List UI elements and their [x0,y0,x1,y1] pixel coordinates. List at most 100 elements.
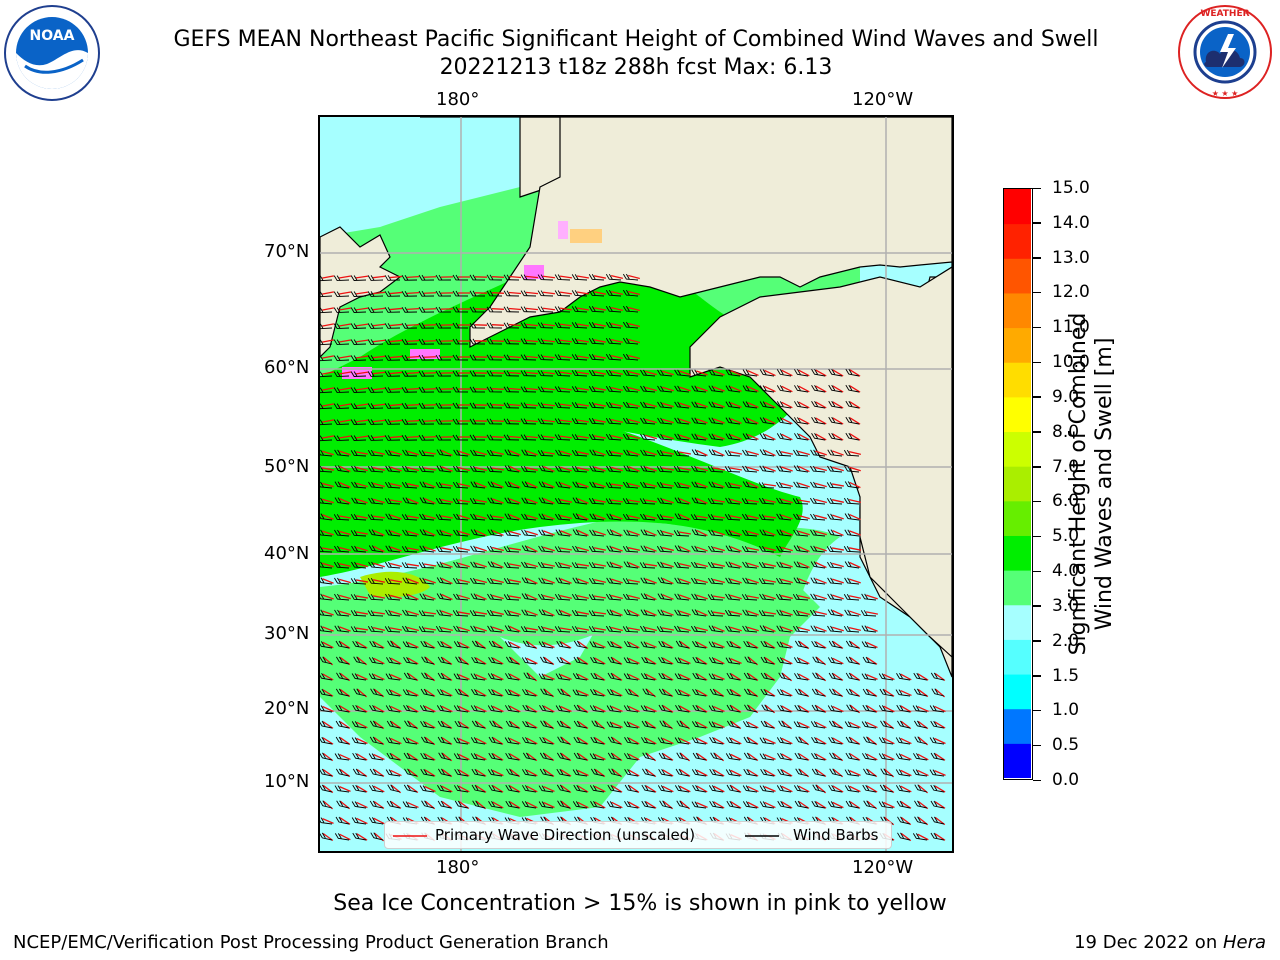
wind-barb [367,355,384,361]
wind-barb [505,656,520,665]
wind-barb [828,784,843,793]
wave-direction-arrow [406,387,420,391]
wave-direction-arrow [407,466,419,472]
wave-direction-arrow [338,307,352,311]
wave-direction-arrow [661,515,675,519]
wind-barb [605,401,622,409]
wave-direction-arrow [577,690,589,696]
wind-barb [776,577,792,585]
wind-barb [742,609,758,617]
wave-direction-arrow [781,369,793,377]
wave-direction-arrow [526,737,538,745]
wave-direction-arrow [696,562,708,568]
wind-barb [674,417,690,425]
wave-direction-arrow [593,339,607,343]
wave-direction-arrow [849,770,861,776]
wave-direction-arrow [763,579,777,583]
wind-barb [403,705,418,713]
wind-barb [472,800,486,809]
wind-barb [320,832,333,841]
wind-barb [488,752,503,761]
wind-barb [487,673,503,681]
wave-direction-arrow [849,466,861,472]
wind-barb [743,752,758,761]
wind-barb [776,433,792,441]
wave-direction-arrow [661,467,675,471]
wind-barb [878,673,894,681]
wave-direction-arrow [406,403,420,407]
wave-direction-arrow [373,467,385,471]
wave-direction-arrow [645,673,657,681]
wind-barb [486,434,503,441]
wave-direction-arrow [763,611,777,615]
wave-direction-arrow [798,657,810,665]
wave-direction-arrow [713,785,725,793]
wind-barb [352,640,367,649]
wind-barb [520,290,537,297]
wind-barb [606,577,622,585]
wind-barb [691,801,707,809]
wind-barb [827,593,843,601]
wind-barb [452,306,469,313]
wind-barb [708,545,724,553]
wind-barb [469,418,486,425]
wave-direction-arrow [373,627,385,631]
wind-barb [350,610,367,617]
wave-direction-arrow [849,498,861,504]
wind-barb [367,449,384,457]
wind-barb [622,545,639,553]
wind-barb [320,307,333,314]
wave-direction-arrow [321,387,335,391]
wave-direction-arrow [424,689,436,697]
wave-direction-arrow [815,594,827,600]
wind-barb [320,419,333,426]
wave-direction-arrow [526,769,538,777]
wave-direction-arrow [628,482,640,488]
wind-barb [385,513,401,521]
wave-direction-arrow [560,769,572,777]
wind-barb [571,562,588,569]
wind-barb [419,497,435,505]
wind-barb [879,784,894,793]
wave-direction-arrow [747,737,759,745]
wave-direction-arrow [696,641,708,649]
wind-barb [588,338,605,345]
wind-barb [571,386,588,393]
wind-barb [320,736,333,745]
wave-direction-arrow [781,801,793,809]
wave-direction-arrow [730,594,742,600]
wind-barb [470,513,486,521]
wind-barb [454,688,469,697]
wind-barb [350,355,367,361]
wind-barb [453,625,469,633]
wind-barb [367,323,384,329]
wind-barb [384,307,401,313]
wave-direction-arrow [611,323,623,327]
wave-direction-arrow [594,466,606,472]
wave-direction-arrow [542,307,556,311]
wave-direction-arrow [373,817,385,825]
wind-barb [521,481,537,489]
wave-direction-arrow [832,401,844,409]
wind-barb [453,465,469,473]
wind-barb [470,737,486,745]
wave-direction-arrow [798,753,810,761]
wind-barb [725,369,741,377]
wind-barb [777,704,792,713]
colorbar-tick-label: 4.0 [1052,561,1080,582]
wind-barb [385,673,401,681]
wind-barb [726,640,741,649]
wind-barb [641,800,656,809]
wind-barb [368,657,384,665]
wind-barb [554,322,571,329]
wind-barb [759,369,775,377]
wave-direction-arrow [338,403,352,407]
wind-barb [828,672,843,681]
wind-barb [810,593,826,601]
wave-direction-arrow [508,563,522,567]
wave-direction-arrow [781,482,793,488]
wave-direction-arrow [322,514,334,520]
wave-direction-arrow [696,753,708,761]
wave-direction-arrow [747,673,759,681]
wind-barb [537,370,554,377]
